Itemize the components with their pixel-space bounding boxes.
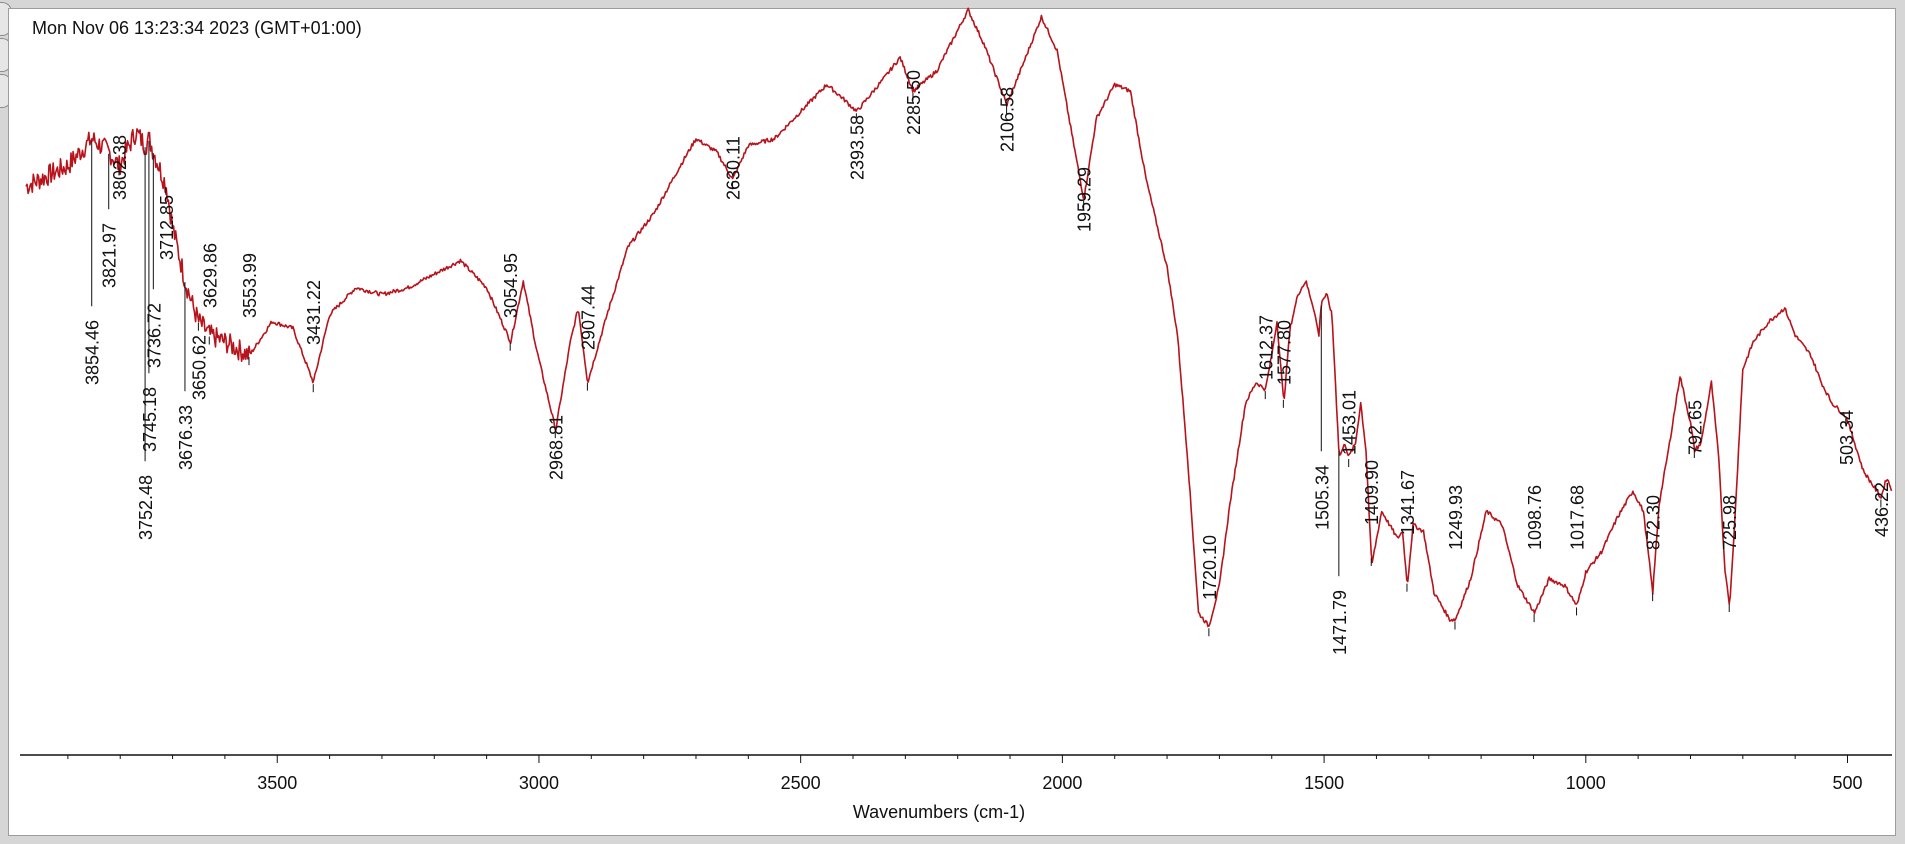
x-tick-label: 3500 — [257, 773, 297, 793]
peak-label: 3745.18 — [140, 387, 160, 452]
peak-label: 1471.79 — [1330, 590, 1350, 655]
timestamp-label: Mon Nov 06 13:23:34 2023 (GMT+01:00) — [32, 18, 362, 38]
peak-label: 436.22 — [1872, 482, 1892, 537]
peak-label: 1612.37 — [1256, 315, 1276, 380]
peak-label: 2630.11 — [724, 136, 744, 200]
peak-label: 2393.58 — [847, 115, 867, 180]
peak-label: 3854.46 — [83, 320, 103, 385]
peak-label: 3802.38 — [110, 135, 130, 200]
peak-label: 2907.44 — [578, 285, 598, 350]
peak-label: 1341.67 — [1398, 470, 1418, 535]
peak-label: 2285.50 — [904, 70, 924, 135]
peak-label: 3712.85 — [157, 195, 177, 260]
peak-label: 3553.99 — [240, 253, 260, 318]
peak-label: 3736.72 — [144, 303, 164, 368]
peak-label: 3821.97 — [100, 223, 120, 288]
peak-label: 872.30 — [1644, 495, 1664, 550]
peak-label: 3054.95 — [501, 253, 521, 318]
peak-label: 1098.76 — [1525, 485, 1545, 550]
peak-label: 3650.62 — [189, 335, 209, 400]
x-axis-title: Wavenumbers (cm-1) — [853, 802, 1025, 822]
peak-label: 725.98 — [1720, 495, 1740, 550]
plot-area — [8, 8, 1896, 836]
peak-label: 1453.01 — [1340, 390, 1360, 455]
peak-label: 1409.90 — [1362, 460, 1382, 525]
peak-label: 1505.34 — [1312, 465, 1332, 530]
peak-label: 3676.33 — [176, 405, 196, 470]
peak-label: 1959.29 — [1075, 167, 1095, 232]
peak-label: 1249.93 — [1446, 485, 1466, 550]
peak-label: 503.34 — [1837, 410, 1857, 465]
x-tick-label: 3000 — [519, 773, 559, 793]
peak-label: 3629.86 — [200, 243, 220, 308]
x-tick-label: 1500 — [1304, 773, 1344, 793]
peak-label: 3431.22 — [304, 280, 324, 345]
x-tick-label: 1000 — [1566, 773, 1606, 793]
spectrum-trace — [25, 7, 1893, 628]
peak-label: 1577.80 — [1274, 320, 1294, 385]
peak-label: 1720.10 — [1200, 535, 1220, 600]
x-tick-label: 500 — [1832, 773, 1862, 793]
peak-label: 2968.81 — [546, 415, 566, 480]
x-tick-label: 2000 — [1042, 773, 1082, 793]
peak-label: 2106.58 — [998, 87, 1018, 152]
peak-label: 3752.48 — [136, 475, 156, 540]
peak-label: 792.65 — [1685, 400, 1705, 455]
x-tick-label: 2500 — [781, 773, 821, 793]
peak-label: 1017.68 — [1568, 485, 1588, 550]
